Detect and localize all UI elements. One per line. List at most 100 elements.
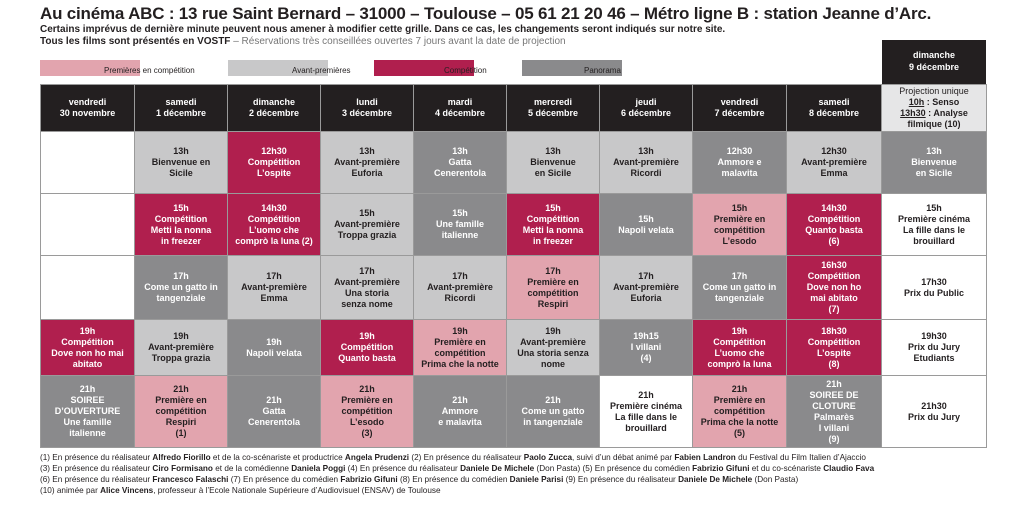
day-name: lundi <box>356 97 378 107</box>
day-header: lundi 3 décembre <box>320 84 414 132</box>
screening-time: 19h <box>545 325 561 336</box>
screening-cell: 21h Première en compétition L’esodo (3) <box>320 375 414 448</box>
schedule-grid: vendredi 30 novembre samedi 1 décembre diman… <box>40 84 987 448</box>
screening-time: 15h <box>359 208 375 218</box>
screening-text: malavita <box>721 168 758 178</box>
empty-cell <box>40 193 135 256</box>
screening-text: La fille dans le <box>614 411 678 422</box>
guest-name: Alfredo Fiorillo <box>152 453 211 462</box>
guest-name: Daniele De Michele <box>678 475 753 484</box>
screening-text: Première en <box>713 395 766 405</box>
screening-text: Respiri <box>165 417 197 427</box>
screening-cell: 19h Avant-première Troppa grazia <box>134 319 228 376</box>
screening-text: (7) <box>828 304 840 314</box>
screening-text: Dove non ho mai <box>51 347 124 358</box>
guest-name: Daniele Parisi <box>509 475 564 484</box>
screening-time: 15h <box>173 202 189 213</box>
screening-cell: 15h Napoli velata <box>599 193 693 256</box>
screening-text: Première cinéma <box>897 213 971 224</box>
screening-text: Prima che la notte <box>700 417 779 427</box>
screening-cell: 15h Avant-première Troppa grazia <box>320 193 414 256</box>
screening-cell: 17h Come un gatto in tangenziale <box>692 255 787 320</box>
screening-text: Compétition <box>807 271 861 281</box>
screening-text: Troppa grazia <box>337 230 397 240</box>
screening-cell: 17h Première en compétition Respiri <box>506 255 600 320</box>
day-header: samedi 8 décembre <box>786 84 882 132</box>
sunday-date: 9 décembre <box>908 62 960 72</box>
time-slot-row: 21h SOIREE D’OUVERTURE Une famille italienne… <box>40 375 987 448</box>
footnote-text: et du co-scénariste <box>749 464 824 473</box>
screening-time: 13h <box>545 146 561 156</box>
screening-text: Quanto basta <box>805 224 863 235</box>
page-header: Au cinéma ABC : 13 rue Saint Bernard – 3… <box>40 4 980 48</box>
guest-name: Daniela Poggi <box>291 464 346 473</box>
screening-cell: 19h15 I villani (4) <box>599 319 693 376</box>
screening-text: Avant-première <box>427 282 493 292</box>
screening-time: 19h <box>266 336 282 347</box>
screening-text: Première cinéma <box>609 400 683 411</box>
screening-text: Compétition <box>807 336 861 347</box>
screening-time: 17h <box>173 271 189 281</box>
guest-name: Alice Vincens <box>100 486 154 495</box>
screening-text: I villani <box>818 422 850 433</box>
footnote-text: (4) En présence du réalisateur <box>345 464 461 473</box>
screening-time: 21h <box>359 384 375 394</box>
screening-text: Ricordi <box>444 293 476 303</box>
guest-name: Fabien Landron <box>674 453 736 462</box>
legend-label: Panorama <box>584 66 621 75</box>
screening-text: Euforia <box>351 168 383 178</box>
day-name: samedi <box>165 97 197 107</box>
screening-cell: 13h Avant-première Ricordi <box>599 131 693 194</box>
screening-time: 12h30 <box>821 146 847 156</box>
screening-text: L’ospite <box>816 347 851 358</box>
footnote-line: (3) En présence du réalisateur Ciro Form… <box>40 463 990 474</box>
screening-time: 19h <box>359 331 375 341</box>
footnote-text: (9) En présence du réalisateur <box>563 475 679 484</box>
screening-text: Avant-première <box>613 282 679 292</box>
sunday-day: dimanche <box>912 50 955 60</box>
screening-text: mai abitato <box>810 293 858 303</box>
legend-swatch <box>374 60 474 76</box>
screening-text: Avant-première <box>334 157 400 167</box>
screening-cell: 18h30 Compétition L’ospite (8) <box>786 319 882 376</box>
screening-text: (6) <box>828 235 840 246</box>
screening-text: Avant-première <box>241 282 307 292</box>
screening-time: 21h30 <box>921 400 947 411</box>
screening-text: I villani <box>630 342 662 352</box>
screening-text: Compétition <box>340 342 394 352</box>
screening-time: 12h30 <box>261 146 287 156</box>
screening-title: filmique (10) <box>907 119 961 129</box>
day-name: mercredi <box>533 97 573 107</box>
screening-time: 17h <box>359 265 375 276</box>
screening-time: 13h <box>173 146 189 156</box>
screening-cell: 19h Avant-première Una storia senza nome <box>506 319 600 376</box>
screening-cell: 17h Avant-première Euforia <box>599 255 693 320</box>
screening-time: 17h <box>731 271 748 281</box>
day-date: 4 décembre <box>434 108 486 118</box>
screening-text: SOIREE <box>70 395 105 405</box>
footnote-text: et de la comédienne <box>212 464 292 473</box>
screening-text: in freezer <box>160 235 202 246</box>
screening-cell: 15h Compétition Metti la nonna in freezer <box>134 193 228 256</box>
screening-text: Bienvenue <box>911 157 957 167</box>
screening-text: abitato <box>72 358 103 369</box>
screening-time: 15h <box>926 202 942 213</box>
screening-text: Une famille <box>435 219 484 229</box>
screening-cell: 14h30 Compétition L’uomo che comprò la luna… <box>227 193 321 256</box>
screening-text: SOIREE DE CLOTURE <box>809 389 859 411</box>
screening-text: italienne <box>441 230 479 240</box>
screening-text: Metti la nonna <box>150 224 212 235</box>
color-legend: Premières en compétition Avant-premières… <box>40 60 840 76</box>
time-slot-row: 15h Compétition Metti la nonna in freezer 14… <box>40 193 987 256</box>
footnote-text: (10) animée par <box>40 486 101 495</box>
screening-cell: 19h Première en compétition Prima che la no… <box>413 319 507 376</box>
screening-title: : Analyse <box>925 108 968 118</box>
screening-cell: 13h Gatta Cenerentola <box>413 131 507 194</box>
screening-time: 21h <box>826 378 842 389</box>
day-header: jeudi 6 décembre <box>599 84 693 132</box>
screening-time: 17h <box>545 265 561 276</box>
screening-time: 21h <box>173 384 189 394</box>
screening-time: 21h <box>638 389 654 400</box>
screening-text: Napoli velata <box>246 347 302 358</box>
screening-text: L’ospite <box>256 168 291 178</box>
